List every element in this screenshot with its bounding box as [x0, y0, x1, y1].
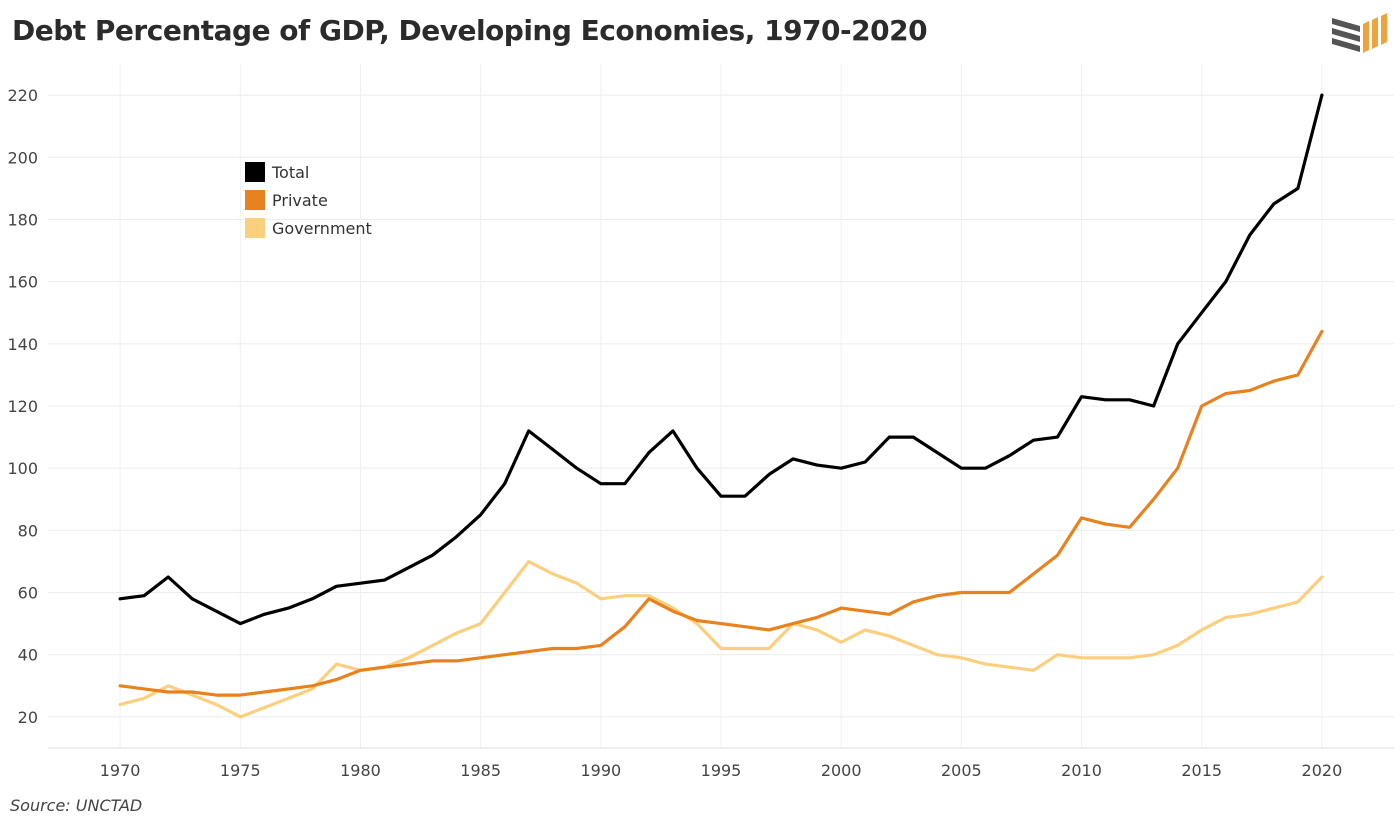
- y-tick-label: 180: [7, 210, 38, 229]
- legend-label-total: Total: [271, 163, 309, 182]
- y-tick-label: 160: [7, 273, 38, 292]
- legend-swatch-government: [245, 218, 265, 238]
- brand-logo: [1332, 13, 1387, 53]
- logo-dark-stripe-2: [1332, 28, 1360, 42]
- x-tick-label: 1985: [460, 761, 501, 780]
- source-note: Source: UNCTAD: [10, 796, 143, 815]
- x-tick-label: 2020: [1302, 761, 1343, 780]
- x-tick-label: 2010: [1061, 761, 1102, 780]
- x-tick-label: 1970: [100, 761, 141, 780]
- x-tick-label: 2000: [821, 761, 862, 780]
- x-axis-ticks: 1970 1975 1980 1985 1990 1995 2000 2005 2010 2015…: [100, 761, 1343, 780]
- legend-swatch-total: [245, 162, 265, 182]
- x-tick-label: 1990: [580, 761, 621, 780]
- y-tick-label: 140: [7, 335, 38, 354]
- x-tick-label: 1995: [701, 761, 742, 780]
- grid-lines: [48, 64, 1394, 749]
- x-tick-label: 2005: [941, 761, 982, 780]
- x-tick-label: 1980: [340, 761, 381, 780]
- series-line-total: [118, 93, 1324, 626]
- legend-swatch-private: [245, 190, 265, 210]
- y-tick-label: 80: [18, 521, 38, 540]
- legend-label-government: Government: [272, 219, 372, 238]
- series-lines: [118, 93, 1324, 719]
- x-tick-label: 1975: [220, 761, 261, 780]
- y-tick-label: 120: [7, 397, 38, 416]
- y-tick-label: 100: [7, 459, 38, 478]
- logo-dark-stripe-1: [1332, 18, 1360, 32]
- y-tick-label: 20: [18, 708, 38, 727]
- series-line-private: [118, 329, 1324, 697]
- legend-label-private: Private: [272, 191, 328, 210]
- logo-orange-bar-2: [1372, 17, 1378, 49]
- y-axis-ticks: 20 40 60 80 100 120 140 160 180 200 220: [7, 86, 38, 727]
- logo-orange-bar-1: [1363, 21, 1369, 53]
- logo-orange-bar-3: [1381, 13, 1387, 45]
- x-tick-label: 2015: [1181, 761, 1222, 780]
- chart-title: Debt Percentage of GDP, Developing Econo…: [12, 14, 928, 47]
- y-tick-label: 220: [7, 86, 38, 105]
- y-tick-label: 60: [18, 584, 38, 603]
- series-line-government: [118, 559, 1324, 719]
- y-tick-label: 200: [7, 148, 38, 167]
- legend: Total Private Government: [245, 162, 372, 238]
- logo-dark-stripe-3: [1332, 38, 1360, 52]
- y-tick-label: 40: [18, 646, 38, 665]
